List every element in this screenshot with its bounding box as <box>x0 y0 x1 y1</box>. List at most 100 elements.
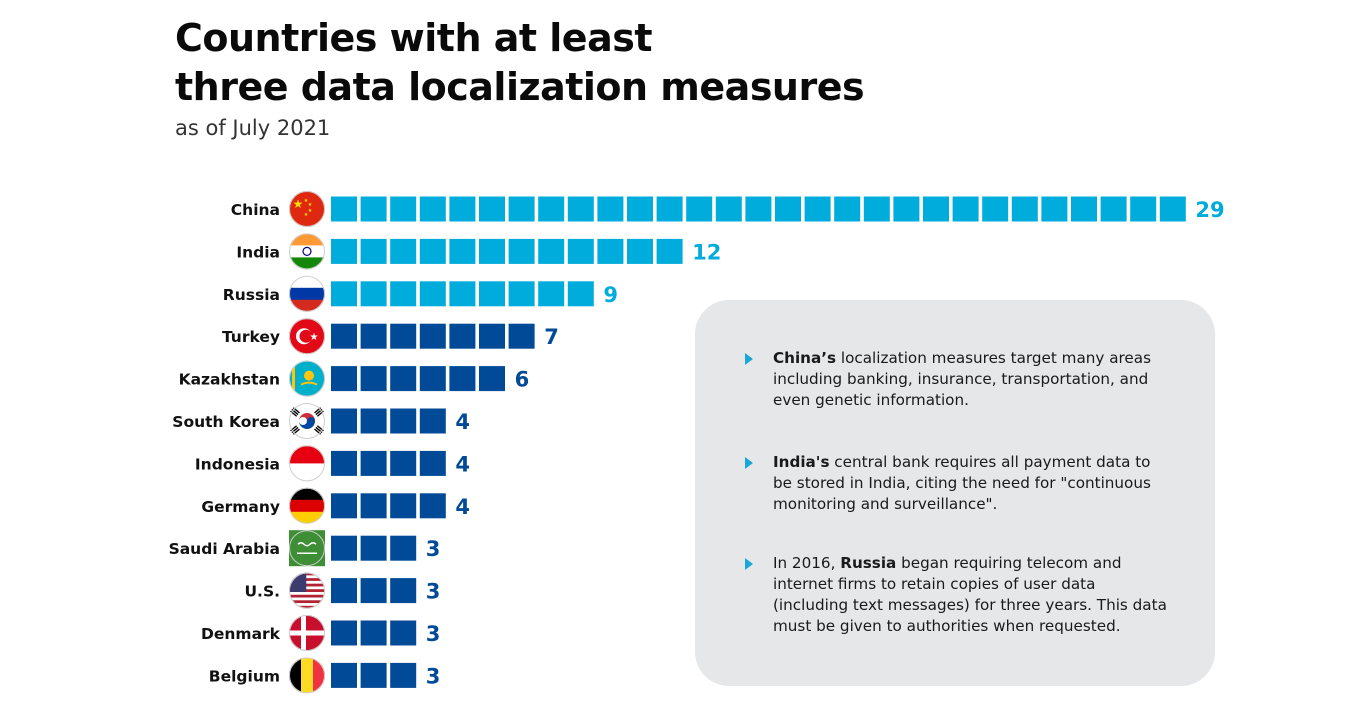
flag-south-korea-icon <box>289 403 325 439</box>
bar-block <box>627 238 653 264</box>
title-line-1: Countries with at least <box>175 16 653 60</box>
bar-block <box>508 323 535 349</box>
bar-block <box>331 450 357 476</box>
note-russia-bold: Russia <box>840 554 897 572</box>
data-label: 3 <box>426 664 441 688</box>
flag-germany-icon <box>289 487 325 524</box>
bar-block <box>419 196 446 222</box>
bullet-icon <box>745 457 753 469</box>
svg-text:★: ★ <box>304 198 309 204</box>
bar-block <box>656 196 683 222</box>
bar-block <box>360 535 387 561</box>
category-label: Kazakhstan <box>179 371 280 389</box>
svg-text:★: ★ <box>308 202 313 208</box>
bar-block <box>331 662 357 688</box>
bar-block <box>419 493 446 519</box>
bar-block <box>390 408 417 434</box>
bar-block <box>1071 196 1097 222</box>
bar-block <box>686 196 713 222</box>
flag-denmark-icon <box>289 615 325 651</box>
bar-block <box>597 196 624 222</box>
bar-block <box>331 238 357 264</box>
category-label: Russia <box>223 286 280 304</box>
bar-block <box>508 196 535 222</box>
category-label: Saudi Arabia <box>169 540 280 558</box>
category-label: Germany <box>201 498 280 516</box>
note-china: China’s localization measures target man… <box>745 348 1173 411</box>
category-label: Denmark <box>201 625 281 643</box>
bar-block <box>390 662 417 688</box>
bar-row-denmark: Denmark 3 <box>201 615 440 651</box>
bar-block <box>479 366 505 392</box>
bar-block <box>390 493 417 519</box>
flag-turkey-icon: ★ <box>289 318 325 355</box>
note-china-text: localization measures target many areas … <box>773 349 1151 409</box>
category-label: India <box>236 243 280 261</box>
bar-block <box>390 450 417 476</box>
bar-block <box>952 196 979 222</box>
bar-block <box>331 493 357 519</box>
bar-block <box>863 196 890 222</box>
bar-block <box>775 196 801 222</box>
bar-row-india: India 12 <box>236 233 721 270</box>
bar-block <box>449 323 476 349</box>
bar-block <box>982 196 1009 222</box>
bar-block <box>479 238 505 264</box>
note-russia: In 2016, Russia began requiring telecom … <box>745 553 1173 637</box>
bar-block <box>419 366 446 392</box>
bar-row-u-s: U.S. 3 <box>244 572 440 609</box>
chart-title: Countries with at least three data local… <box>175 14 865 112</box>
bar-block <box>331 578 357 604</box>
bar-block <box>331 323 357 349</box>
bar-block <box>419 238 446 264</box>
bar-block <box>360 238 387 264</box>
data-label: 3 <box>426 537 441 561</box>
bar-block <box>360 408 387 434</box>
data-label: 6 <box>515 368 530 392</box>
flag-us-icon <box>289 572 325 609</box>
bar-block <box>508 281 535 307</box>
bar-block <box>360 281 387 307</box>
bar-row-russia: Russia 9 <box>223 275 618 312</box>
bar-block <box>360 450 387 476</box>
note-india-bold: India's <box>773 453 830 471</box>
category-label: Indonesia <box>195 455 280 473</box>
bar-block <box>390 281 417 307</box>
data-label: 12 <box>692 240 721 264</box>
bar-block <box>390 535 417 561</box>
bar-block <box>567 238 594 264</box>
bar-block <box>538 196 565 222</box>
bar-block <box>627 196 653 222</box>
data-label: 29 <box>1195 198 1224 222</box>
note-russia-prefix: In 2016, <box>773 554 841 572</box>
category-label: U.S. <box>244 583 280 601</box>
data-label: 4 <box>455 495 470 519</box>
flag-china-icon: ★ ★★★★ <box>289 191 325 227</box>
bar-row-south-korea: South Korea 4 <box>172 403 470 439</box>
title-line-2: three data localization measures <box>175 65 865 109</box>
data-label: 9 <box>603 283 618 307</box>
bar-row-saudi-arabia: Saudi Arabia 3 <box>169 530 441 567</box>
svg-text:★: ★ <box>293 197 304 211</box>
bar-block <box>331 535 357 561</box>
bar-block <box>449 196 476 222</box>
bar-block <box>331 281 357 307</box>
bar-block <box>331 620 357 646</box>
bar-block <box>715 196 742 222</box>
bar-block <box>360 620 387 646</box>
bar-block <box>360 578 387 604</box>
bar-block <box>390 620 417 646</box>
bar-block <box>360 196 387 222</box>
data-label: 4 <box>455 410 470 434</box>
chart-subtitle: as of July 2021 <box>175 116 331 140</box>
bar-row-indonesia: Indonesia 4 <box>195 445 470 482</box>
bar-block <box>360 493 387 519</box>
bar-block <box>1011 196 1038 222</box>
bar-block <box>360 323 387 349</box>
bar-block <box>538 281 565 307</box>
bar-block <box>479 196 505 222</box>
bar-block <box>360 662 387 688</box>
flag-kazakhstan-icon <box>289 360 325 397</box>
flag-indonesia-icon <box>289 445 325 482</box>
bar-block <box>597 238 624 264</box>
